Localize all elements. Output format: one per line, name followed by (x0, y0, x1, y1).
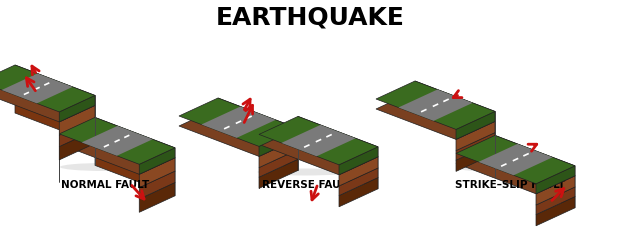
Polygon shape (298, 116, 378, 157)
Polygon shape (259, 150, 298, 177)
Polygon shape (15, 65, 95, 105)
Polygon shape (415, 91, 495, 132)
Polygon shape (60, 105, 95, 135)
Polygon shape (339, 157, 378, 186)
Polygon shape (60, 130, 95, 160)
Polygon shape (339, 147, 378, 175)
Polygon shape (259, 116, 378, 165)
Polygon shape (536, 197, 575, 226)
Polygon shape (399, 90, 472, 121)
Polygon shape (259, 126, 378, 175)
Text: NORMAL FAULT: NORMAL FAULT (61, 180, 149, 190)
Polygon shape (298, 126, 378, 168)
Polygon shape (218, 98, 298, 138)
Polygon shape (456, 111, 495, 139)
Polygon shape (60, 127, 175, 174)
Polygon shape (2, 73, 73, 103)
Polygon shape (495, 157, 575, 197)
Polygon shape (339, 178, 378, 207)
Polygon shape (259, 159, 298, 188)
Polygon shape (82, 126, 153, 156)
Polygon shape (259, 128, 298, 156)
Polygon shape (60, 117, 175, 164)
Polygon shape (140, 148, 175, 174)
Polygon shape (376, 81, 495, 129)
Polygon shape (536, 187, 575, 215)
Polygon shape (179, 98, 298, 146)
Polygon shape (495, 145, 575, 187)
Ellipse shape (60, 163, 150, 171)
Polygon shape (140, 182, 175, 212)
Polygon shape (456, 132, 495, 160)
Polygon shape (281, 125, 356, 156)
Ellipse shape (257, 168, 353, 175)
Polygon shape (95, 141, 175, 182)
Polygon shape (376, 91, 495, 139)
Polygon shape (15, 100, 95, 144)
Polygon shape (536, 176, 575, 205)
Polygon shape (218, 129, 298, 170)
Polygon shape (456, 145, 575, 194)
Polygon shape (415, 81, 495, 121)
Polygon shape (339, 168, 378, 196)
Text: REVERSE FAULT: REVERSE FAULT (262, 180, 352, 190)
Polygon shape (495, 135, 575, 176)
Polygon shape (0, 75, 95, 122)
Polygon shape (456, 121, 495, 151)
Polygon shape (456, 142, 495, 171)
Polygon shape (60, 119, 95, 147)
Polygon shape (15, 75, 95, 119)
Polygon shape (479, 144, 552, 175)
Polygon shape (218, 108, 298, 150)
Polygon shape (95, 152, 175, 196)
Text: STRIKE–SLIP FAULT: STRIKE–SLIP FAULT (455, 180, 565, 190)
Text: EARTHQUAKE: EARTHQUAKE (216, 5, 404, 29)
Polygon shape (15, 88, 95, 130)
Polygon shape (179, 108, 298, 156)
Polygon shape (60, 96, 95, 122)
Polygon shape (536, 166, 575, 194)
Polygon shape (415, 102, 495, 142)
Polygon shape (259, 138, 298, 168)
Polygon shape (140, 158, 175, 188)
Ellipse shape (458, 164, 552, 172)
Polygon shape (298, 138, 378, 178)
Polygon shape (298, 147, 378, 189)
Polygon shape (140, 171, 175, 199)
Polygon shape (0, 65, 95, 112)
Polygon shape (456, 135, 575, 184)
Polygon shape (495, 166, 575, 208)
Polygon shape (95, 127, 175, 171)
Polygon shape (415, 112, 495, 153)
Polygon shape (218, 119, 298, 159)
Polygon shape (95, 117, 175, 158)
Polygon shape (202, 107, 276, 138)
